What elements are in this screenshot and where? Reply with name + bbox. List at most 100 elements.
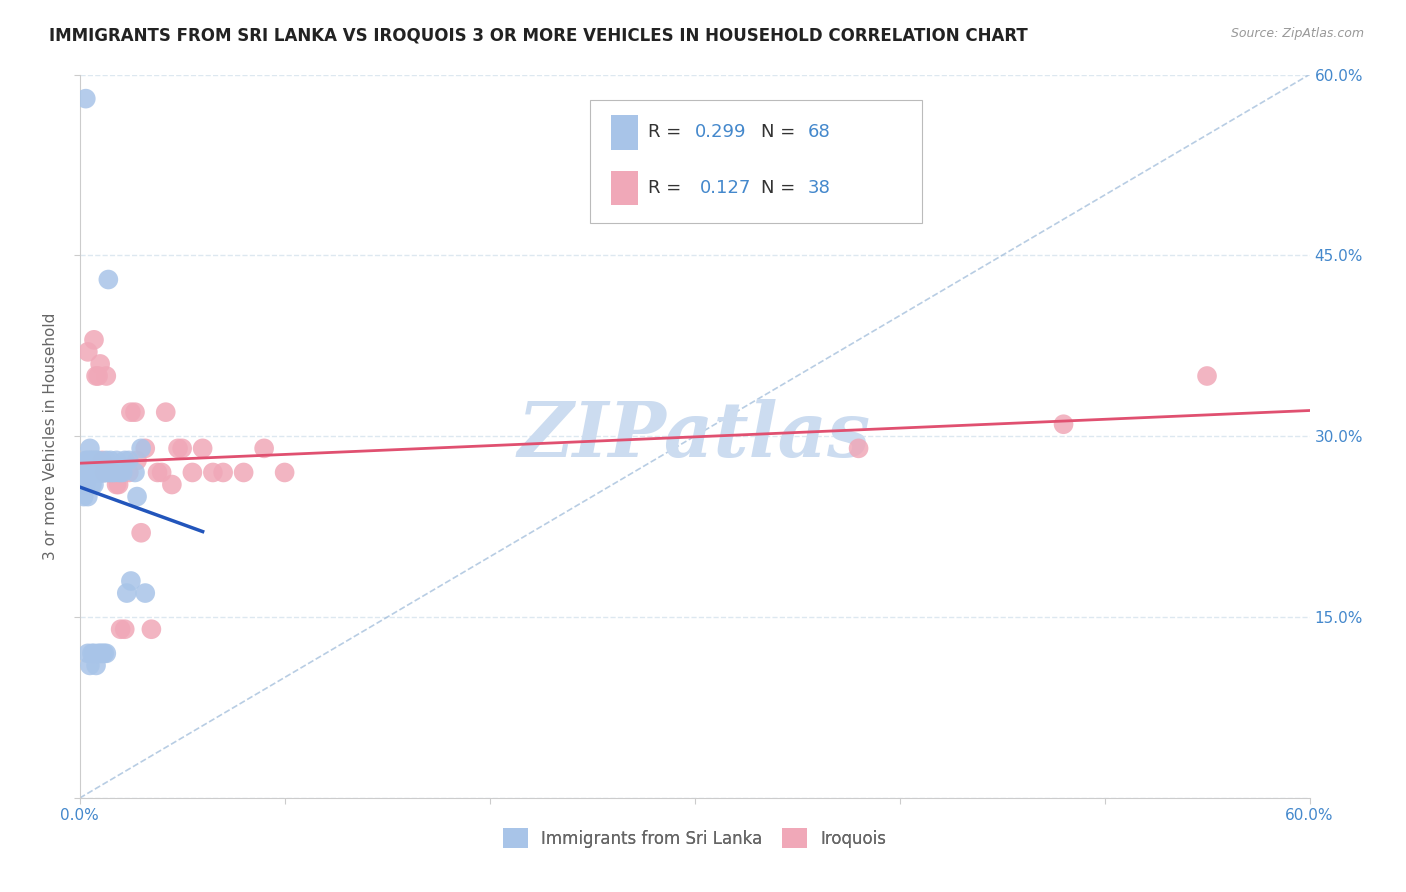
- Text: ZIPatlas: ZIPatlas: [517, 400, 872, 474]
- Text: 68: 68: [807, 123, 831, 142]
- Point: [89, 466, 111, 480]
- Point: [73, 490, 96, 504]
- Point: [87, 466, 110, 480]
- Point: [97, 466, 120, 480]
- Point: [848, 442, 870, 456]
- Point: [201, 466, 224, 480]
- Point: [167, 442, 190, 456]
- Point: [70, 477, 93, 491]
- Point: [91, 466, 114, 480]
- Point: [134, 586, 156, 600]
- Point: [91, 466, 114, 480]
- Point: [80, 477, 103, 491]
- Point: [79, 442, 101, 456]
- Point: [110, 622, 132, 636]
- Point: [89, 646, 111, 660]
- Point: [75, 453, 97, 467]
- Point: [79, 453, 101, 467]
- Point: [76, 344, 98, 359]
- Point: [120, 405, 142, 419]
- Point: [103, 466, 125, 480]
- Point: [129, 525, 152, 540]
- Point: [76, 490, 98, 504]
- Point: [134, 442, 156, 456]
- Point: [101, 466, 124, 480]
- Point: [107, 477, 129, 491]
- Legend: Immigrants from Sri Lanka, Iroquois: Immigrants from Sri Lanka, Iroquois: [496, 822, 893, 855]
- Point: [96, 369, 118, 384]
- Point: [97, 272, 120, 286]
- Point: [83, 466, 105, 480]
- Point: [76, 466, 98, 480]
- Point: [105, 477, 128, 491]
- Point: [212, 466, 235, 480]
- Point: [146, 466, 169, 480]
- Point: [125, 490, 148, 504]
- Point: [83, 646, 105, 660]
- Point: [181, 466, 204, 480]
- Point: [91, 453, 114, 467]
- Point: [101, 466, 124, 480]
- Point: [84, 466, 107, 480]
- Point: [111, 466, 134, 480]
- Point: [110, 466, 132, 480]
- Point: [76, 453, 98, 467]
- Point: [273, 466, 295, 480]
- Point: [100, 453, 122, 467]
- Point: [84, 466, 107, 480]
- Point: [1052, 417, 1074, 432]
- Point: [87, 369, 110, 384]
- Point: [87, 646, 110, 660]
- Point: [83, 333, 105, 347]
- Point: [114, 453, 136, 467]
- Point: [89, 466, 111, 480]
- Point: [160, 477, 183, 491]
- Point: [79, 658, 101, 673]
- Point: [191, 442, 214, 456]
- FancyBboxPatch shape: [591, 100, 922, 223]
- Point: [253, 442, 276, 456]
- Point: [125, 453, 148, 467]
- Point: [172, 442, 194, 456]
- Point: [79, 466, 101, 480]
- Text: IMMIGRANTS FROM SRI LANKA VS IROQUOIS 3 OR MORE VEHICLES IN HOUSEHOLD CORRELATIO: IMMIGRANTS FROM SRI LANKA VS IROQUOIS 3 …: [49, 27, 1028, 45]
- Text: N =: N =: [761, 123, 801, 142]
- Point: [89, 466, 111, 480]
- Point: [1195, 369, 1218, 384]
- Point: [115, 586, 138, 600]
- FancyBboxPatch shape: [612, 115, 638, 150]
- Point: [76, 646, 98, 660]
- Point: [93, 466, 115, 480]
- Point: [84, 658, 107, 673]
- Point: [84, 453, 107, 467]
- Point: [97, 466, 120, 480]
- Point: [84, 369, 107, 384]
- Point: [91, 466, 114, 480]
- Point: [83, 466, 105, 480]
- Point: [120, 574, 142, 588]
- Point: [124, 405, 146, 419]
- Point: [87, 466, 110, 480]
- Point: [79, 466, 101, 480]
- Point: [114, 622, 136, 636]
- Text: N =: N =: [761, 179, 801, 197]
- Point: [155, 405, 177, 419]
- Text: 38: 38: [807, 179, 831, 197]
- Point: [80, 466, 103, 480]
- Point: [129, 442, 152, 456]
- Point: [75, 92, 97, 106]
- Point: [100, 466, 122, 480]
- Point: [83, 453, 105, 467]
- Point: [141, 622, 163, 636]
- Point: [93, 646, 115, 660]
- Point: [150, 466, 173, 480]
- Point: [96, 646, 118, 660]
- Point: [91, 646, 114, 660]
- Point: [107, 466, 129, 480]
- Point: [105, 453, 128, 467]
- Point: [75, 466, 97, 480]
- Point: [118, 453, 141, 467]
- Point: [96, 453, 118, 467]
- Text: 0.127: 0.127: [700, 179, 751, 197]
- Point: [75, 477, 97, 491]
